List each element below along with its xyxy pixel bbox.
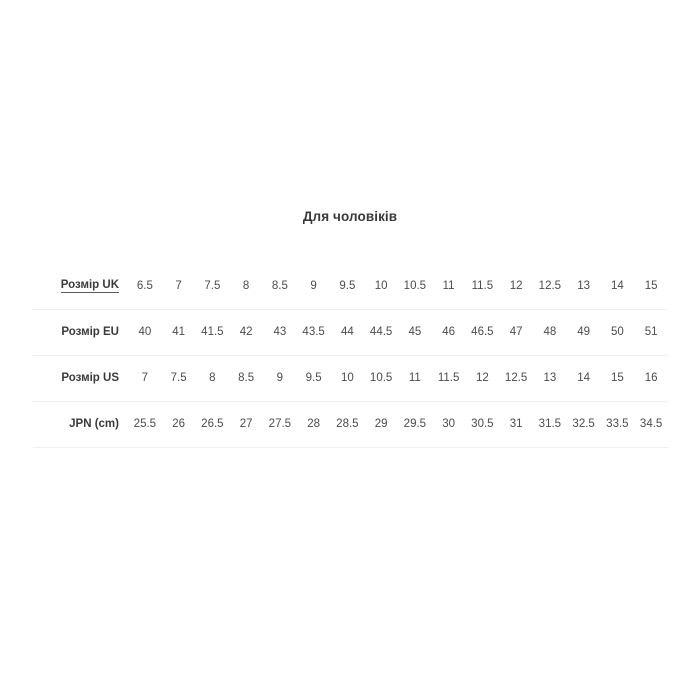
- table-row: JPN (cm) 25.5 26 26.5 27 27.5 28 28.5 29 29.5 30 30…: [33, 400, 668, 448]
- size-cell: 10.5: [403, 279, 427, 292]
- size-cell: 33.5: [600, 400, 635, 448]
- size-cell: 27.5: [263, 400, 297, 448]
- size-cell: 29: [364, 400, 398, 448]
- size-cell: 50: [600, 308, 635, 355]
- size-cell: 14: [610, 279, 624, 292]
- size-cell: 11.5: [431, 354, 466, 401]
- row-header-label: JPN (cm): [69, 418, 119, 430]
- size-cell: 9: [263, 354, 297, 401]
- size-cell: 9.5: [339, 279, 356, 292]
- size-cell: 40: [128, 308, 162, 355]
- size-cell: 27: [229, 400, 263, 448]
- size-table-body: Розмір UK 6.5 7 7.5 8 8.5 9 9.5 10 10.5 11 11.5 12 12…: [33, 263, 668, 448]
- size-cell: 7: [175, 279, 182, 292]
- size-cell: 13: [577, 279, 591, 292]
- row-header: Розмір EU: [33, 308, 128, 355]
- size-cell: 32.5: [566, 400, 601, 448]
- size-cell: 47: [499, 308, 533, 355]
- size-cell: 25.5: [128, 400, 162, 448]
- size-cell: 12.5: [538, 279, 562, 292]
- size-cell: 10.5: [364, 354, 398, 401]
- row-header-label: Розмір US: [61, 372, 119, 384]
- row-header-label: Розмір EU: [61, 326, 119, 338]
- table-row: Розмір US 7 7.5 8 8.5 9 9.5 10 10.5 11 11.5 12 12.5 1…: [33, 354, 668, 401]
- size-cell: 30: [431, 400, 466, 448]
- size-cell: 9: [310, 279, 317, 292]
- row-header: JPN (cm): [33, 400, 128, 448]
- size-cell: 31.5: [533, 400, 567, 448]
- size-cell: 41.5: [195, 308, 230, 355]
- size-cell: 6.5: [136, 279, 153, 292]
- size-cell: 34.5: [634, 400, 668, 448]
- size-cell: 28.5: [330, 400, 365, 448]
- row-header-label: Розмір UK: [60, 278, 119, 293]
- size-cell: 45: [398, 308, 432, 355]
- size-cell: 42: [229, 308, 263, 355]
- size-cell: 7: [128, 354, 162, 401]
- size-cell: 10: [374, 279, 388, 292]
- size-cell: 46.5: [465, 308, 500, 355]
- size-cell: 12: [465, 354, 500, 401]
- size-cell: 12.5: [499, 354, 533, 401]
- size-cell: 16: [634, 354, 668, 401]
- size-cell: 43: [263, 308, 297, 355]
- page-title: Для чоловіків: [302, 209, 398, 224]
- size-cell: 46: [431, 308, 466, 355]
- size-cell: 8: [242, 279, 250, 292]
- size-cell: 11: [398, 354, 432, 401]
- table-row: Розмір UK 6.5 7 7.5 8 8.5 9 9.5 10 10.5 11 11.5 12 12…: [33, 263, 668, 309]
- row-header: Розмір US: [33, 354, 128, 401]
- size-cell: 13: [533, 354, 567, 401]
- size-cell: 41: [161, 308, 196, 355]
- size-cell: 48: [533, 308, 567, 355]
- size-cell: 7.5: [161, 354, 196, 401]
- size-cell: 44: [330, 308, 365, 355]
- size-cell: 7.5: [204, 279, 221, 292]
- size-cell: 9.5: [296, 354, 331, 401]
- size-cell: 11.5: [471, 279, 494, 292]
- size-cell: 30.5: [465, 400, 500, 448]
- size-cell: 8.5: [271, 279, 288, 292]
- size-cell: 10: [330, 354, 365, 401]
- size-cell: 15: [644, 279, 658, 292]
- size-cell: 44.5: [364, 308, 398, 355]
- size-cell: 26: [161, 400, 196, 448]
- size-cell: 26.5: [195, 400, 230, 448]
- size-cell: 43.5: [296, 308, 331, 355]
- size-cell: 51: [634, 308, 668, 355]
- size-cell: 49: [566, 308, 601, 355]
- size-cell: 15: [600, 354, 635, 401]
- size-cell: 28: [296, 400, 331, 448]
- size-cell: 8.5: [229, 354, 263, 401]
- size-cell: 14: [566, 354, 601, 401]
- size-conversion-table: Розмір UK 6.5 7 7.5 8 8.5 9 9.5 10 10.5 11 11.5 12 12…: [33, 263, 668, 448]
- size-cell: 11: [442, 279, 455, 292]
- size-cell: 8: [195, 354, 230, 401]
- table-row: Розмір EU 40 41 41.5 42 43 43.5 44 44.5 45 46 46.5 4…: [33, 308, 668, 355]
- size-cell: 12: [509, 279, 523, 292]
- row-header: Розмір UK: [33, 263, 128, 309]
- size-cell: 31: [499, 400, 533, 448]
- size-cell: 29.5: [398, 400, 432, 448]
